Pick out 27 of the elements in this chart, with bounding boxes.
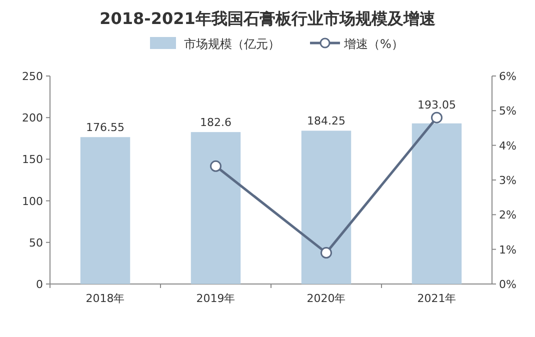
y-tick-label: 50 <box>29 236 43 250</box>
y2-tick-label: 0% <box>499 278 516 291</box>
point <box>210 160 222 172</box>
y-tick-label: 100 <box>22 194 43 208</box>
y-tick-label: 200 <box>22 112 43 125</box>
x-tick-label: 2018年 <box>86 292 125 305</box>
y2-tick-label: 2% <box>499 208 516 222</box>
data-label: 176.55 <box>86 121 124 134</box>
legend-label: 市场规模（亿元） <box>184 37 280 51</box>
data-label: 182.6 <box>200 116 232 130</box>
x-tick-label: 2020年 <box>306 292 346 305</box>
y2-tick-label: 5% <box>499 104 516 118</box>
x-tick-label: 2019年 <box>196 292 236 305</box>
legend-label: 增速（%） <box>343 37 404 51</box>
y-tick-label: 150 <box>22 153 43 166</box>
point <box>431 112 442 124</box>
x-tick-label: 2021年 <box>417 292 456 305</box>
point <box>320 247 332 259</box>
y2-tick-label: 6% <box>499 70 516 83</box>
y-tick-label: 0 <box>36 278 43 291</box>
chart-title: 2018-2021年我国石膏板行业市场规模及增速 <box>100 9 436 28</box>
data-label: 193.05 <box>418 98 456 112</box>
y2-tick-label: 3% <box>499 174 516 187</box>
y2-tick-label: 4% <box>499 139 516 152</box>
data-label: 184.25 <box>307 114 346 128</box>
y2-tick-label: 1% <box>499 243 516 256</box>
y-tick-label: 250 <box>22 70 43 83</box>
